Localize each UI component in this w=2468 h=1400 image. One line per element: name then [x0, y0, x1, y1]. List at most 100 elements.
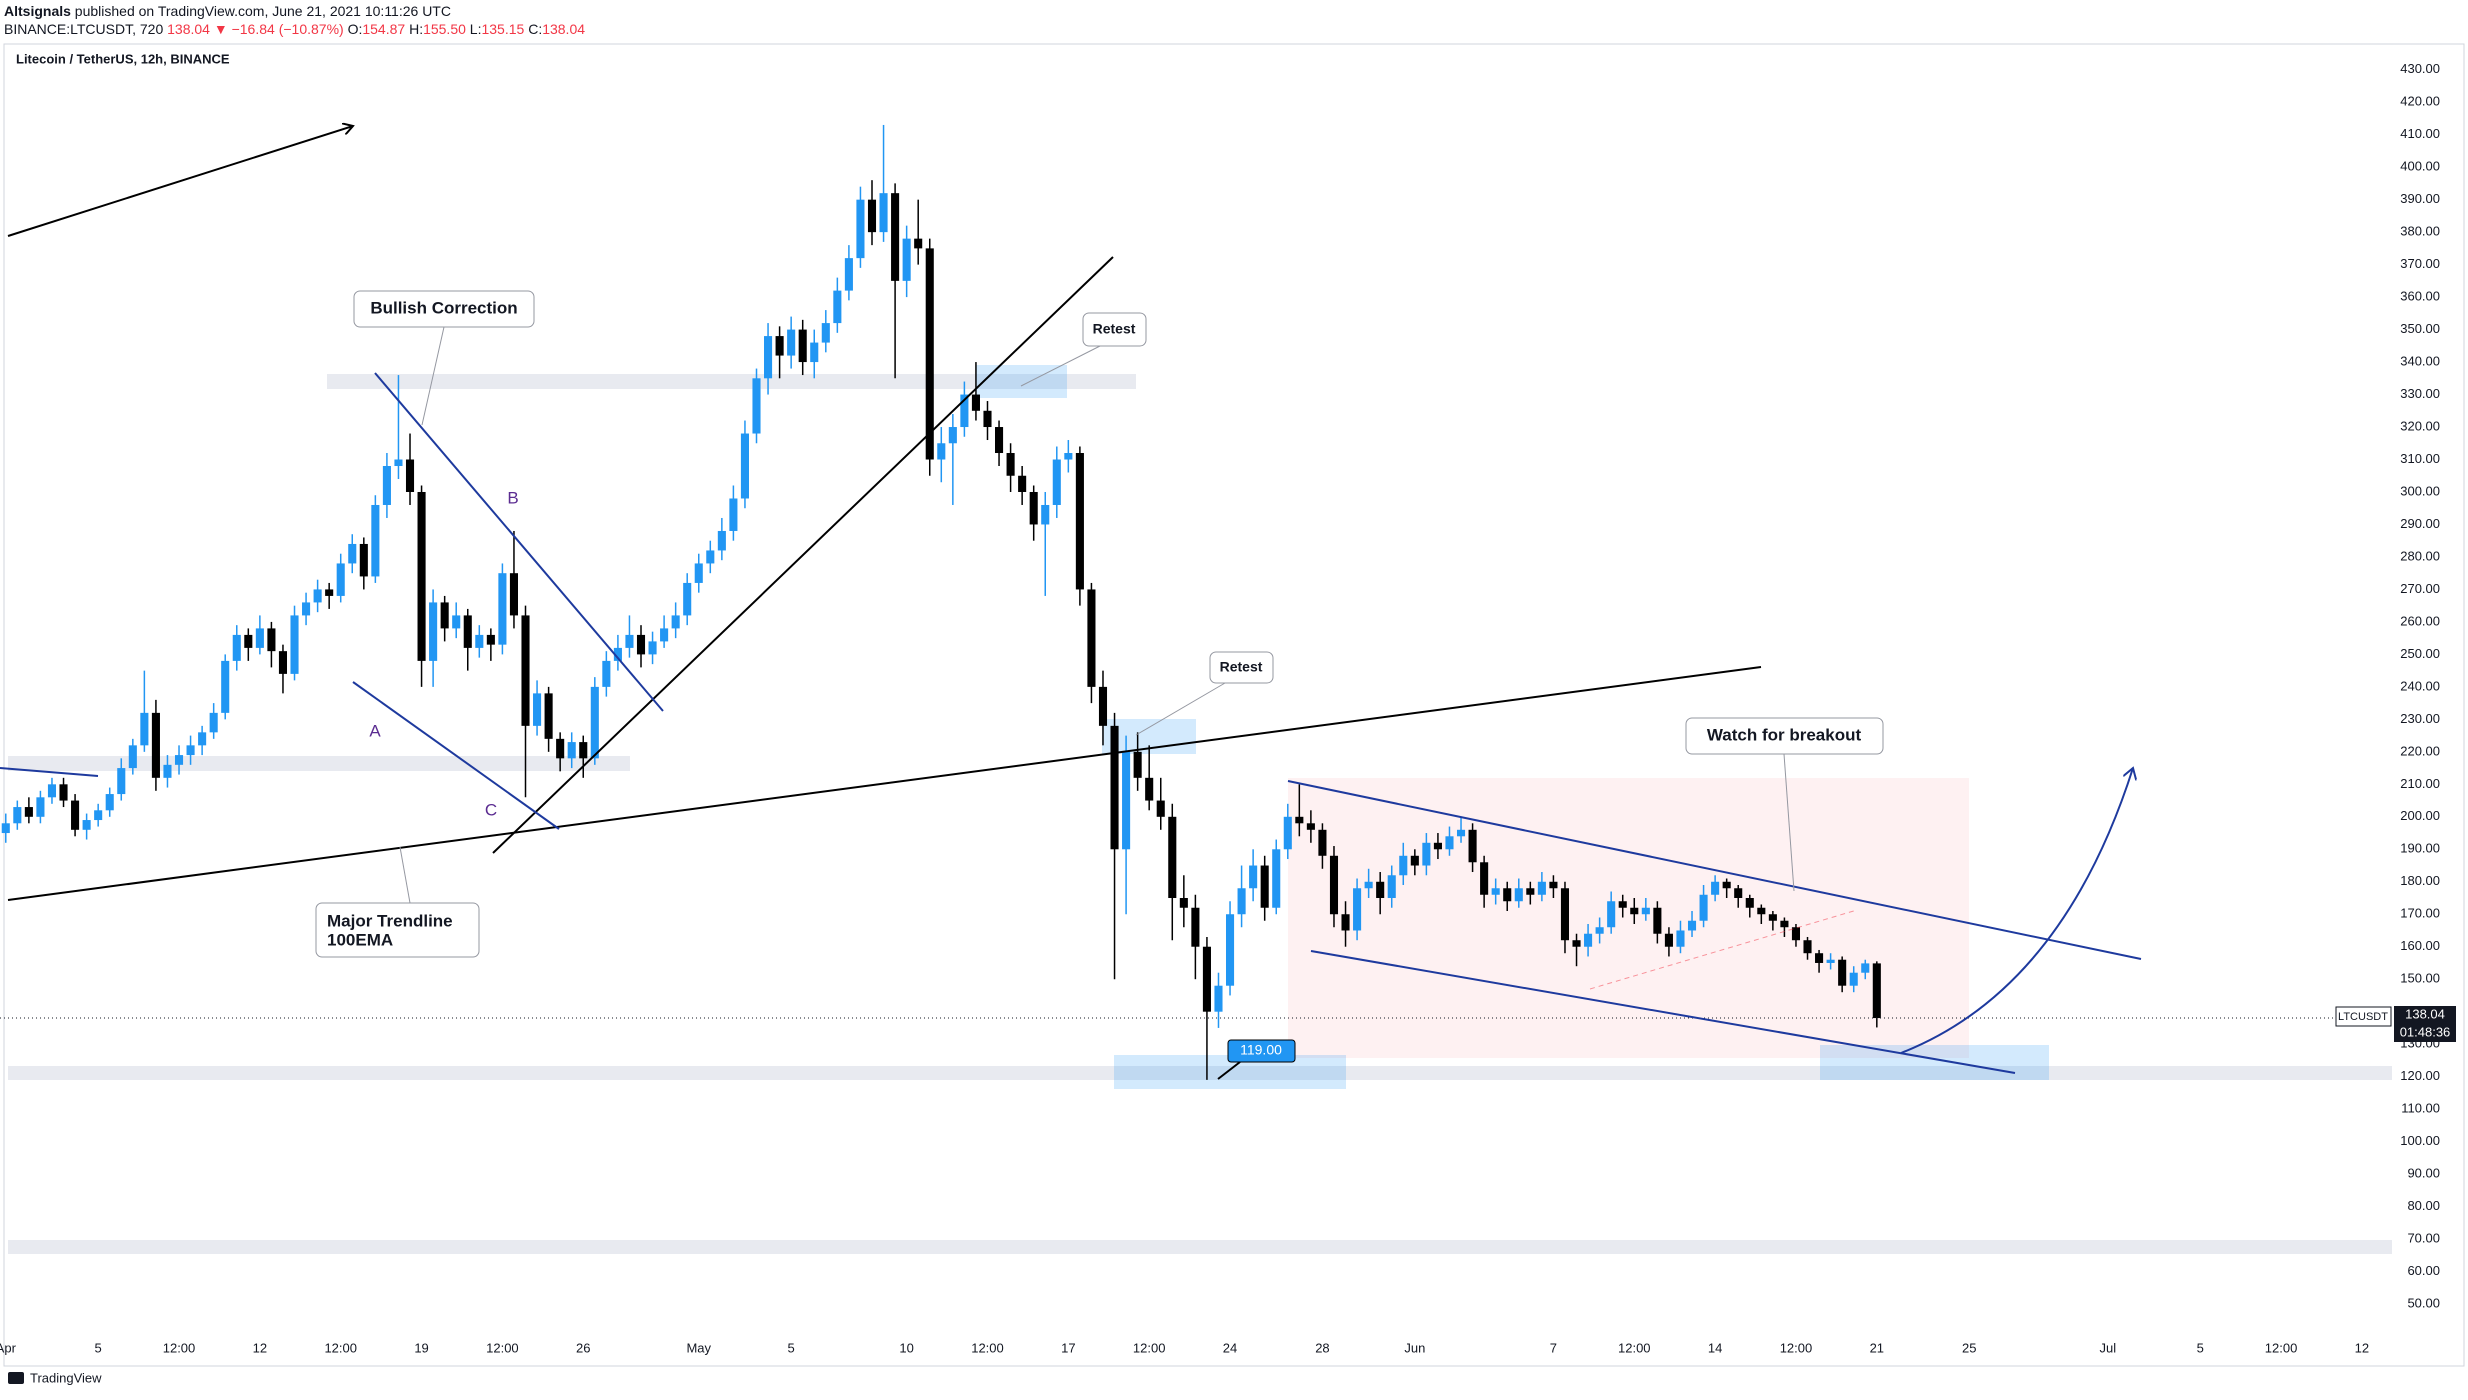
candle-body: [1364, 881, 1373, 889]
candle-body: [24, 807, 33, 817]
candle-body: [174, 755, 184, 765]
candle-body: [1283, 816, 1292, 850]
callout-box: [353, 290, 535, 328]
candle-body: [1514, 888, 1523, 902]
callout-tail: [421, 326, 445, 426]
chart-frame: [3, 43, 2465, 1367]
candle-body: [521, 615, 530, 726]
candle-body: [509, 573, 519, 616]
candle-body: [1110, 725, 1119, 850]
candle-body: [1064, 453, 1073, 460]
symbol-line: BINANCE:LTCUSDT, 720 138.04 ▼ −16.84 (−1…: [4, 21, 585, 37]
channel-top: [1287, 780, 2142, 960]
candle-body: [1456, 829, 1466, 837]
candle-body: [775, 336, 784, 356]
y-tick-label: 80.00: [2407, 1198, 2440, 1213]
y-tick-label: 70.00: [2407, 1230, 2440, 1245]
callout-tail: [1020, 345, 1101, 387]
x-tick-label: 12:00: [2265, 1340, 2298, 1355]
l-value: 135.15: [481, 21, 524, 37]
x-tick-label: 12:00: [1133, 1340, 1166, 1355]
last-price: 138.04: [2405, 1006, 2445, 1021]
candle-body: [140, 712, 149, 746]
x-tick-label: 12: [253, 1340, 267, 1355]
y-tick-label: 100.00: [2400, 1133, 2440, 1148]
candle-body: [1768, 914, 1777, 921]
candle-body: [1422, 842, 1431, 866]
callout-box: [315, 902, 480, 958]
candle-body: [1687, 920, 1697, 931]
h-value: 155.50: [423, 21, 466, 37]
callout-box: [1209, 651, 1274, 684]
x-tick-label: 24: [1223, 1340, 1237, 1355]
candle-body: [47, 784, 57, 798]
candle-body: [1018, 475, 1027, 492]
candle-body: [1433, 842, 1442, 850]
y-tick-label: 150.00: [2400, 971, 2440, 986]
candle-body: [1537, 881, 1546, 895]
candle-body: [1722, 881, 1731, 889]
zone-band: [8, 756, 630, 771]
candle-body: [891, 193, 900, 281]
callout-text: Major Trendline: [327, 911, 453, 930]
x-tick-label: Apr: [0, 1340, 17, 1355]
candle-body: [1168, 816, 1177, 899]
callout-box: [1685, 717, 1884, 755]
candle-body: [209, 712, 218, 733]
x-tick-label: 26: [576, 1340, 590, 1355]
candle-body: [625, 634, 634, 648]
x-tick-label: 12:00: [1780, 1340, 1813, 1355]
x-tick-label: 12:00: [971, 1340, 1004, 1355]
callout-tail: [1783, 753, 1795, 892]
candle-body: [821, 323, 830, 343]
x-tick-label: 12:00: [486, 1340, 519, 1355]
candle-body: [1272, 849, 1281, 908]
candle-body: [163, 764, 172, 778]
candle-body: [660, 628, 669, 642]
candle-body: [648, 641, 657, 655]
x-tick-label: Jun: [1404, 1340, 1425, 1355]
x-tick-label: 5: [2197, 1340, 2204, 1355]
candle-body: [533, 693, 542, 726]
candle-body: [186, 745, 195, 756]
candle-body: [1815, 953, 1824, 963]
x-tick-label: 12: [2355, 1340, 2369, 1355]
symbol-tag: LTCUSDT: [2338, 1011, 2388, 1023]
candle-body: [267, 628, 276, 652]
x-tick-label: 7: [1550, 1340, 1557, 1355]
candle-body: [995, 427, 1004, 454]
callout-text: Retest: [1093, 321, 1136, 337]
candle-body: [382, 466, 391, 505]
channel-bottom: [1310, 950, 2016, 1074]
candle-body: [1237, 888, 1246, 915]
candle-body: [1006, 453, 1015, 476]
y-tick-label: 260.00: [2400, 613, 2440, 628]
candle-body: [1549, 881, 1558, 889]
candle-body: [1826, 959, 1835, 963]
candle-body: [1757, 907, 1766, 915]
candle-body: [71, 800, 80, 830]
candle-body: [683, 582, 692, 616]
y-tick-label: 350.00: [2400, 321, 2440, 336]
candle-body: [1225, 914, 1235, 986]
header-line: Altsignals published on TradingView.com,…: [4, 3, 451, 19]
candle-body: [278, 651, 288, 674]
y-tick-label: 240.00: [2400, 678, 2440, 693]
candle-body: [1202, 946, 1211, 1012]
candle-body: [1491, 888, 1500, 895]
candle-body: [787, 329, 796, 356]
candle-body: [1041, 504, 1050, 525]
candle-body: [1318, 829, 1327, 856]
candle-body: [1618, 901, 1627, 908]
low-label: 119.00: [1240, 1042, 1282, 1058]
candle-body: [937, 443, 946, 460]
candle-body: [82, 820, 91, 830]
x-tick-label: 25: [1962, 1340, 1976, 1355]
y-tick-label: 330.00: [2400, 386, 2440, 401]
y-tick-label: 220.00: [2400, 743, 2440, 758]
candle-body: [1584, 933, 1593, 947]
x-tick-label: 19: [414, 1340, 428, 1355]
candle-body: [1526, 888, 1535, 895]
callout-text: Bullish Correction: [370, 298, 517, 317]
candle-body: [1572, 940, 1581, 947]
